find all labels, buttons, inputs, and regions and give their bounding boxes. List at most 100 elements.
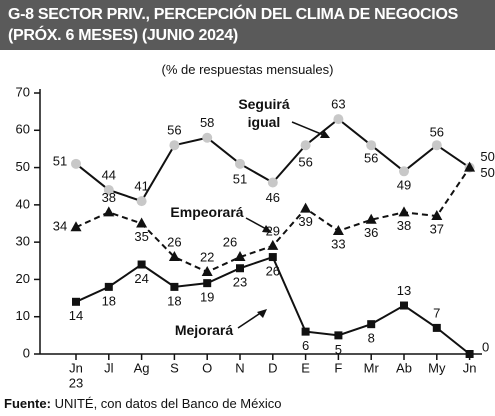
series-label: Mejorará [174, 322, 234, 338]
marker [202, 132, 213, 143]
marker [234, 251, 246, 262]
y-tick-label: 0 [23, 345, 30, 360]
marker [301, 327, 310, 336]
data-label: 56 [364, 151, 378, 166]
y-tick-label: 70 [16, 84, 30, 99]
marker [235, 158, 245, 169]
marker [333, 114, 344, 125]
data-label: 49 [397, 178, 411, 193]
source: Fuente: UNITÉ, con datos del Banco de Mé… [4, 396, 281, 411]
data-label: 36 [364, 225, 378, 240]
marker [300, 202, 312, 213]
marker [136, 217, 148, 228]
y-tick-label: 30 [16, 234, 30, 249]
data-label: 26 [223, 234, 237, 249]
marker [136, 196, 147, 207]
marker [169, 140, 180, 151]
arrow [237, 311, 263, 329]
marker [399, 166, 409, 177]
data-label: 50 [480, 165, 494, 180]
data-label: 13 [397, 283, 411, 298]
marker [465, 350, 474, 358]
data-label: 38 [102, 190, 116, 205]
marker [267, 177, 278, 188]
arrow-head [257, 309, 267, 318]
marker [103, 184, 114, 195]
x-tick-label: Ab [396, 360, 412, 375]
x-tick-label: F [334, 360, 342, 375]
chart-subtitle: (% de respuestas mensuales) [161, 62, 334, 77]
marker [267, 239, 279, 250]
data-label: 41 [134, 179, 148, 194]
data-label: 5 [335, 342, 342, 357]
data-label: 56 [298, 155, 312, 170]
data-label: 22 [200, 249, 214, 264]
marker [398, 206, 410, 217]
data-label: 34 [53, 219, 67, 234]
y-tick-label: 40 [16, 196, 30, 211]
y-tick-label: 10 [16, 308, 30, 323]
data-label: 37 [430, 221, 444, 236]
data-label: 8 [368, 331, 375, 346]
marker [300, 140, 311, 151]
x-tick-label: Jn [69, 360, 83, 375]
x-tick-label: Ag [134, 360, 150, 375]
y-tick-label: 50 [16, 159, 30, 174]
data-label: 63 [331, 97, 345, 112]
data-label: 26 [167, 234, 181, 249]
marker [366, 140, 377, 151]
marker [168, 251, 180, 262]
data-label: 33 [331, 236, 345, 251]
data-label: 56 [167, 123, 181, 138]
data-label: 0 [482, 339, 489, 354]
marker [203, 279, 212, 288]
data-label: 18 [167, 293, 181, 308]
data-label: 51 [53, 153, 67, 168]
marker [332, 224, 344, 235]
data-label: 29 [266, 223, 280, 238]
marker [104, 282, 113, 291]
x-tick-label: D [268, 360, 277, 375]
marker [236, 264, 244, 273]
x-tick-label: Jn [463, 360, 477, 375]
series-label: Seguirá igual [238, 96, 290, 130]
marker [432, 323, 441, 332]
marker [431, 210, 443, 221]
data-label: 7 [433, 305, 440, 320]
data-label: 38 [397, 218, 411, 233]
marker [400, 301, 408, 310]
data-label: 26 [266, 263, 280, 278]
y-tick-label: 60 [16, 122, 30, 137]
marker [70, 221, 82, 232]
arrow-head [320, 130, 330, 138]
x-tick-label: O [202, 360, 212, 375]
data-label: 44 [102, 167, 116, 182]
data-label: 18 [102, 293, 116, 308]
x-tick-label: N [235, 360, 244, 375]
x-tick-label: Jl [104, 360, 114, 375]
marker [72, 297, 80, 306]
marker [201, 265, 213, 276]
x-tick-label: E [301, 360, 310, 375]
source-text: UNITÉ, con datos del Banco de México [54, 396, 282, 411]
data-label: 23 [233, 275, 247, 290]
marker [71, 158, 81, 169]
marker [365, 213, 377, 224]
data-label: 58 [200, 115, 214, 130]
marker [137, 260, 146, 269]
marker [103, 206, 115, 217]
source-label: Fuente: [4, 396, 51, 411]
marker [334, 331, 343, 340]
x-tick-label: Mr [364, 360, 380, 375]
data-label: 14 [69, 308, 83, 323]
x-year-label: 23 [69, 375, 83, 390]
data-label: 39 [298, 214, 312, 229]
x-tick-label: S [170, 360, 179, 375]
marker [170, 282, 179, 291]
data-label: 35 [134, 229, 148, 244]
arrow-head [262, 225, 272, 233]
data-label: 46 [266, 190, 280, 205]
marker [464, 161, 476, 172]
